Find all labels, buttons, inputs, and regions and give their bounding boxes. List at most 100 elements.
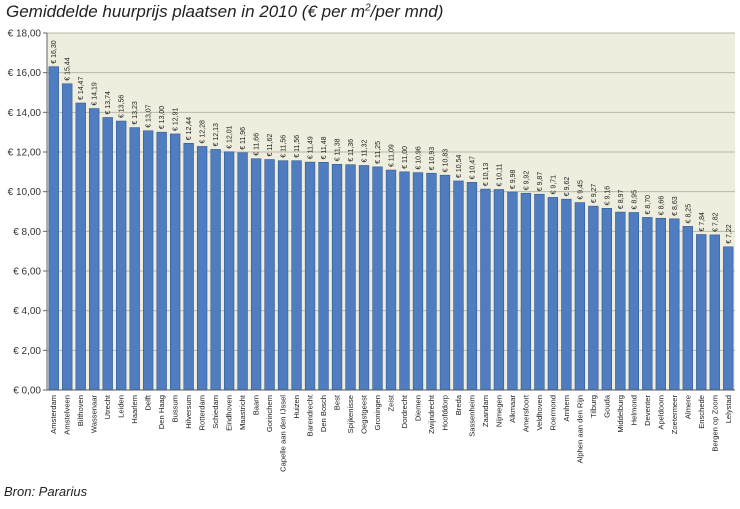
bar (466, 182, 478, 391)
data-label: € 9,98 (510, 169, 517, 189)
x-tick-label: Baarn (252, 395, 261, 415)
x-tick-label: Amersfoort (521, 394, 530, 432)
data-label: € 9,62 (564, 177, 571, 197)
bar (480, 188, 491, 391)
y-tick-label: € 8,00 (13, 227, 41, 238)
bar (453, 180, 464, 391)
y-axis: € 0,00 € 2,00 € 4,00 € 6,00 € 8,00 € 10,00 € 1… (8, 29, 48, 397)
data-label: € 11,25 (375, 141, 382, 164)
data-label: € 8,70 (645, 195, 652, 215)
x-tick-label: Bilthoven (76, 395, 85, 426)
data-label: € 15,44 (65, 57, 72, 80)
x-tick-label: Zwijndrecht (427, 394, 436, 434)
x-tick-label: Breda (454, 394, 463, 415)
bar (439, 174, 451, 391)
bar (615, 211, 626, 391)
data-label: € 13,23 (132, 101, 139, 124)
bar (304, 161, 316, 391)
data-label: € 11,09 (389, 144, 396, 167)
data-label: € 9,45 (577, 180, 584, 200)
data-label: € 11,96 (240, 127, 247, 150)
x-tick-label: Amsterdam (49, 395, 58, 434)
bar (561, 198, 572, 391)
data-label: € 11,38 (335, 138, 342, 161)
bar (183, 142, 194, 391)
bar (655, 217, 666, 391)
x-tick-label: Dordrecht (400, 394, 409, 428)
bar (642, 217, 653, 391)
x-tick-label: Leiden (117, 395, 126, 418)
data-label: € 11,36 (348, 139, 355, 162)
x-tick-label: Delft (144, 394, 153, 411)
bar (669, 218, 680, 391)
bar (372, 166, 383, 391)
bar (601, 208, 612, 391)
x-tick-label: Bussum (171, 395, 180, 422)
data-label: € 10,54 (456, 154, 463, 177)
data-labels: € 16,30 € 15,44 € 14,47 € 14,19 € 13,74 € 13,… (51, 40, 733, 244)
x-tick-label: Tilburg (589, 395, 598, 418)
x-tick-label: Gorinchem (265, 395, 274, 432)
bar (116, 120, 127, 391)
x-tick-label: Bergen op Zoom (710, 395, 719, 452)
data-label: € 11,48 (321, 136, 328, 159)
data-label: € 8,95 (631, 190, 638, 210)
x-tick-label: Wassenaar (90, 395, 99, 434)
bar (291, 160, 302, 391)
y-tick-label: € 16,00 (8, 68, 42, 79)
bar (129, 127, 140, 391)
bar (264, 159, 275, 391)
x-tick-label: Zoetermeer (670, 395, 679, 435)
bar (170, 133, 181, 391)
data-label: € 8,66 (658, 196, 665, 216)
y-tick-label: € 14,00 (8, 108, 42, 119)
x-tick-label: Enschede (697, 395, 706, 429)
data-label: € 11,32 (362, 140, 369, 163)
data-label: € 10,13 (483, 163, 490, 186)
bar (385, 169, 397, 391)
bar (345, 164, 356, 391)
data-label: € 13,00 (159, 106, 166, 129)
data-label: € 8,63 (672, 196, 679, 216)
data-label: € 11,00 (402, 146, 409, 169)
x-tick-label: Utrecht (103, 394, 112, 419)
bar (277, 160, 289, 391)
data-label: € 11,56 (294, 135, 301, 158)
y-tick-label: € 18,00 (8, 29, 42, 40)
bar (250, 158, 262, 391)
x-tick-label: Lelystad (724, 395, 733, 423)
data-label: € 12,44 (186, 117, 193, 140)
bar (588, 205, 599, 391)
x-tick-label: Deventer (643, 395, 652, 426)
data-label: € 9,71 (550, 175, 557, 195)
x-tick-label: Den Haag (157, 395, 166, 429)
x-tick-label: Rotterdam (198, 395, 207, 430)
data-label: € 10,93 (429, 147, 436, 170)
x-tick-label: Spijkenisse (346, 395, 355, 433)
x-tick-label: Hoofddorp (440, 395, 449, 430)
data-label: € 11,49 (308, 136, 315, 159)
bar (196, 146, 208, 391)
data-label: € 12,91 (173, 107, 180, 130)
data-label: € 10,96 (415, 146, 422, 169)
bar (143, 130, 154, 391)
x-axis: Amsterdam Amstelveen Bilthoven Wassenaar Utr… (47, 389, 735, 472)
bar (696, 234, 707, 391)
bar (534, 193, 545, 391)
data-label: € 9,87 (537, 172, 544, 192)
bar (574, 202, 586, 391)
x-tick-label: Sassenheim (467, 395, 476, 437)
x-tick-label: Huizen (292, 395, 301, 419)
x-tick-label: Haarlem (130, 395, 139, 424)
bar (412, 172, 424, 391)
x-tick-label: Roermond (548, 395, 557, 430)
x-tick-label: Den Bosch (319, 395, 328, 432)
x-tick-label: Gouda (602, 394, 611, 418)
data-label: € 8,25 (685, 204, 692, 224)
x-tick-label: Alkmaar (508, 395, 517, 423)
data-label: € 13,74 (105, 91, 112, 114)
y-tick-label: € 4,00 (13, 306, 41, 317)
source-note: Bron: Pararius (4, 484, 88, 499)
x-tick-label: Eindhoven (225, 395, 234, 431)
